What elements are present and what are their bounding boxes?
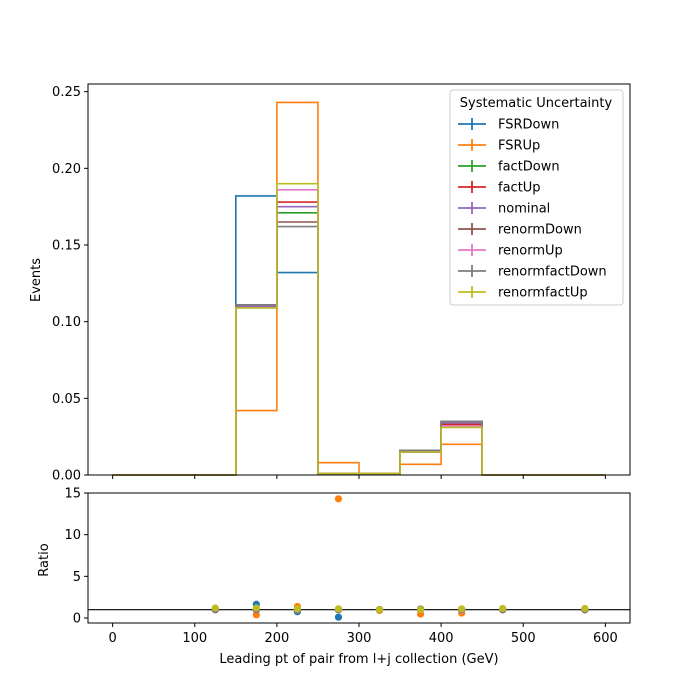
legend-item-renormfactUp: renormfactUp — [458, 286, 588, 301]
legend-label: FSRDown — [498, 118, 559, 133]
main-y-axis-label: Events — [29, 258, 44, 302]
ratio-point — [293, 605, 302, 613]
ratio-y-tick-label: 15 — [64, 487, 81, 502]
legend-label: factDown — [498, 160, 560, 175]
main-y-ticks: 0.00 0.05 0.10 0.15 0.20 0.25 — [52, 85, 88, 484]
ratio-y-tick-label: 5 — [73, 570, 81, 585]
ratio-point — [581, 604, 589, 613]
ratio-point — [252, 611, 260, 619]
ratio-x-ticks: 0 100 200 300 400 500 600 — [108, 623, 618, 646]
legend-item-factDown: factDown — [458, 160, 560, 175]
x-tick-label: 500 — [511, 631, 536, 646]
ratio-point — [211, 604, 219, 612]
x-tick-label: 0 — [108, 631, 116, 646]
ratio-plot-area — [88, 493, 630, 623]
legend: Systematic Uncertainty FSRDown FSRUp factD… — [449, 89, 624, 306]
legend-title: Systematic Uncertainty — [460, 96, 613, 111]
ratio-panel: 0 5 10 15 0 100 200 300 400 500 600 Ratio Leading… — [37, 487, 631, 667]
main-y-tick-label: 0.10 — [52, 315, 81, 330]
legend-label: renormDown — [498, 223, 582, 238]
ratio-y-ticks: 0 5 10 15 — [64, 487, 88, 627]
legend-label: renormfactDown — [498, 265, 607, 280]
legend-box — [449, 89, 624, 306]
legend-label: nominal — [498, 202, 550, 217]
ratio-y-tick-label: 10 — [64, 528, 81, 543]
x-axis-label: Leading pt of pair from l+j collection (… — [219, 652, 498, 667]
legend-item-factUp: factUp — [458, 181, 541, 196]
main-y-tick-label: 0.05 — [52, 392, 81, 407]
ratio-point — [252, 604, 260, 612]
ratio-series-renormfactUp — [211, 604, 589, 614]
ratio-y-tick-label: 0 — [73, 612, 81, 627]
ratio-point — [375, 606, 384, 614]
main-y-tick-label: 0.00 — [52, 469, 81, 484]
legend-item-renormUp: renormUp — [458, 244, 563, 259]
ratio-point — [334, 613, 343, 621]
x-tick-label: 100 — [182, 631, 207, 646]
x-tick-label: 400 — [429, 631, 454, 646]
x-tick-label: 600 — [593, 631, 618, 646]
x-tick-label: 300 — [347, 631, 372, 646]
ratio-point — [416, 606, 425, 614]
ratio-series-group — [211, 495, 589, 621]
main-y-tick-label: 0.15 — [52, 239, 81, 254]
legend-items: FSRDown FSRUp factDown factUp nominal renormD… — [458, 118, 607, 301]
x-tick-label: 200 — [264, 631, 289, 646]
legend-label: FSRUp — [498, 139, 540, 154]
legend-item-nominal: nominal — [458, 202, 550, 217]
legend-item-FSRUp: FSRUp — [458, 139, 540, 154]
ratio-point — [458, 605, 466, 613]
main-y-tick-label: 0.20 — [52, 162, 81, 177]
ratio-point — [499, 604, 507, 613]
ratio-point — [334, 605, 343, 613]
ratio-point — [334, 495, 343, 503]
ratio-y-axis-label: Ratio — [37, 543, 52, 576]
main-y-tick-label: 0.25 — [52, 85, 81, 100]
legend-item-FSRDown: FSRDown — [458, 118, 559, 133]
legend-label: factUp — [498, 181, 541, 196]
legend-label: renormfactUp — [498, 286, 588, 301]
legend-item-renormfactDown: renormfactDown — [458, 265, 607, 280]
main-x-ticks — [112, 475, 606, 479]
legend-label: renormUp — [498, 244, 563, 259]
legend-item-renormDown: renormDown — [458, 223, 582, 238]
